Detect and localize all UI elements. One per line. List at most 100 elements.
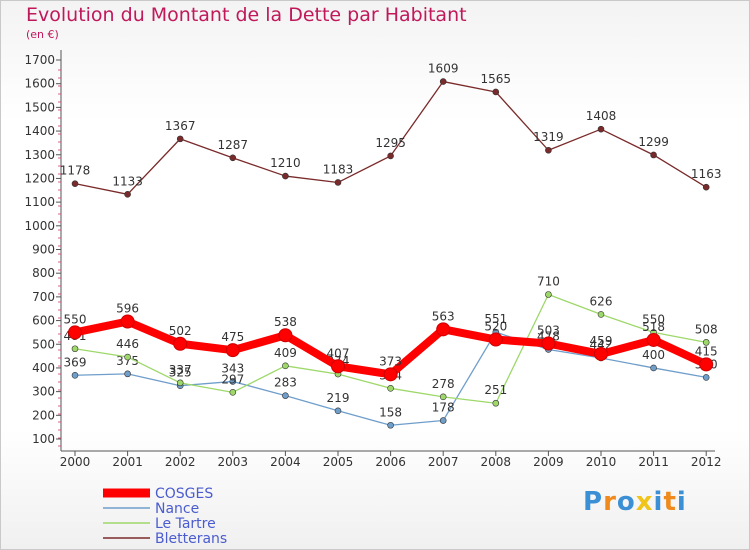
y-tick-label: 500 [32,337,55,351]
data-label: 1183 [323,162,354,176]
x-tick-label: 2002 [165,455,196,469]
y-tick-label: 1200 [24,171,55,185]
data-point [650,151,657,159]
data-point [71,345,79,353]
data-label: 178 [432,401,455,415]
data-point [387,385,394,392]
data-label: 1287 [218,138,249,152]
data-point [387,421,394,429]
data-label: 251 [484,383,507,397]
data-label: 1178 [60,164,91,178]
chart-subtitle: (en €) [26,28,59,41]
data-point [545,291,552,298]
data-label: 407 [327,346,350,360]
data-label: 626 [590,294,613,308]
data-point [492,399,500,407]
data-point [71,371,79,379]
data-point [597,125,605,133]
x-tick-label: 2006 [375,455,406,469]
data-label: 508 [695,322,718,336]
y-tick-label: 1400 [24,124,55,138]
data-point [439,417,447,424]
data-label: 1210 [270,156,301,170]
x-tick-label: 2007 [428,455,459,469]
data-label: 459 [590,334,613,348]
data-point [176,135,184,143]
data-label: 1133 [112,174,143,188]
x-tick-label: 2000 [60,455,91,469]
data-point [124,370,131,378]
data-point [541,336,556,351]
data-point [439,78,447,85]
data-point [594,346,608,361]
data-point [124,353,131,361]
y-tick-label: 200 [32,408,55,422]
logo-letter: x [635,487,654,517]
data-label: 538 [274,315,297,329]
data-point [225,343,240,358]
data-point [282,172,289,180]
x-tick-label: 2004 [270,455,301,469]
data-point [71,180,79,187]
proxiti-logo: Proxiti [583,487,687,517]
data-label: 503 [537,324,560,338]
y-tick-label: 1100 [24,195,55,209]
data-label: 400 [642,348,665,362]
data-point [331,359,345,374]
data-label: 1367 [165,119,196,133]
x-tick-label: 2010 [586,455,617,469]
data-label: 1565 [481,72,512,86]
x-tick-label: 2011 [638,455,669,469]
x-tick-label: 2012 [691,455,722,469]
data-point [646,332,661,347]
logo-letter: o [616,487,636,517]
data-label: 1408 [586,109,617,123]
data-label: 1299 [638,135,669,149]
data-label: 475 [221,330,244,344]
y-tick-label: 600 [32,314,55,328]
data-label: 219 [327,391,350,405]
data-point [120,314,135,329]
data-label: 551 [484,312,507,326]
data-point [383,367,398,382]
data-point [436,322,451,337]
y-tick-label: 700 [32,290,55,304]
data-point [282,362,289,370]
legend-label: Nance [155,501,199,517]
data-label: 446 [116,337,139,351]
data-point [282,392,289,399]
legend-label: Le Tartre [155,516,216,532]
data-point [176,379,184,387]
data-label: 415 [695,344,718,358]
logo-letter: P [583,487,604,517]
data-point [229,378,237,385]
y-tick-label: 1700 [24,53,55,67]
x-tick-label: 2001 [112,455,143,469]
data-label: 278 [432,377,455,391]
y-tick-label: 300 [32,385,55,399]
logo-letter: i [676,487,687,517]
data-point [229,389,237,396]
data-label: 518 [642,320,665,334]
data-point [699,357,714,372]
data-label: 409 [274,346,297,360]
x-tick-label: 2005 [323,455,354,469]
y-tick-label: 1600 [24,77,55,91]
data-point [597,311,605,318]
data-label: 297 [221,372,244,386]
data-label: 343 [221,361,244,375]
data-label: 337 [169,363,192,377]
data-label: 325 [169,366,192,380]
data-label: 1295 [375,136,406,150]
data-label: 710 [537,275,560,289]
data-label: 563 [432,309,455,323]
x-tick-label: 2008 [481,455,512,469]
x-tick-label: 2003 [218,455,249,469]
data-label: 158 [379,405,402,419]
data-label: 373 [379,354,402,368]
chart-title: Evolution du Montant de la Dette par Hab… [26,4,467,26]
data-point [229,154,237,162]
y-tick-label: 900 [32,243,55,257]
